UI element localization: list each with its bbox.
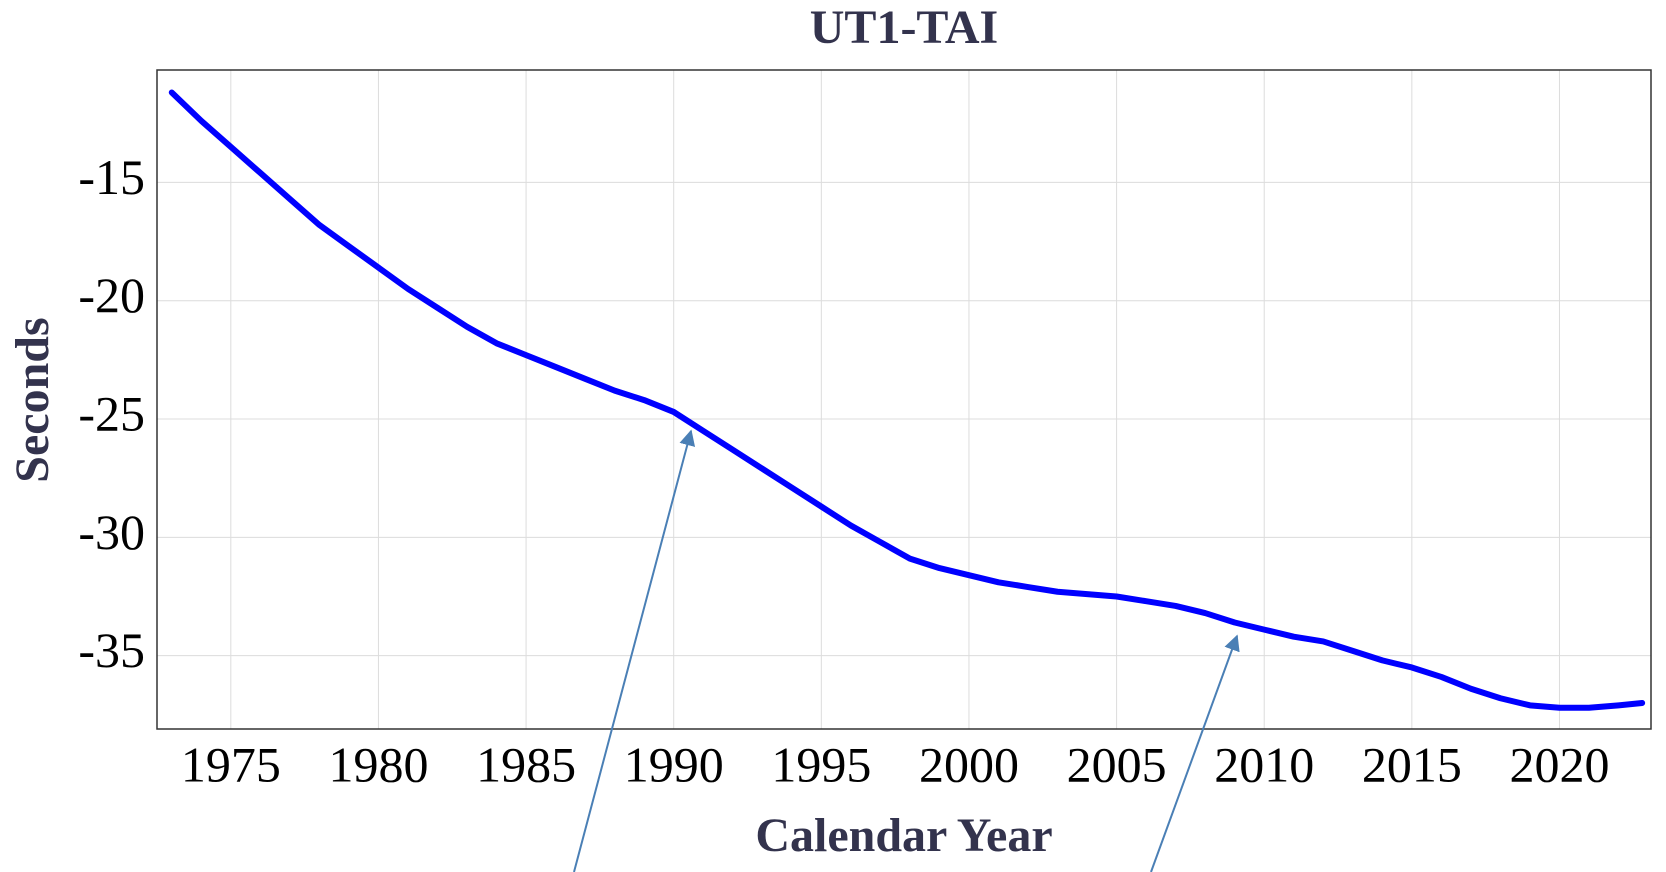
y-tick-label: -15 [78, 149, 145, 205]
y-tick-label: -20 [78, 267, 145, 323]
x-tick-label: 2010 [1214, 736, 1314, 792]
x-tick-label: 1990 [624, 736, 724, 792]
x-tick-label: 2015 [1362, 736, 1462, 792]
x-tick-label: 2005 [1067, 736, 1167, 792]
y-tick-label: -30 [78, 504, 145, 560]
plot-area: 1975 1980 1985 1990 1995 2000 2005 2010 2015 2020… [78, 69, 1652, 792]
annotation-arrow [1150, 634, 1240, 872]
x-tick-label: 2000 [919, 736, 1019, 792]
x-tick-label: 1985 [476, 736, 576, 792]
annotation-arrow [573, 429, 696, 872]
x-axis-label: Calendar Year [755, 809, 1052, 862]
x-tick-label: 1975 [181, 736, 281, 792]
x-tick-label: 1980 [328, 736, 428, 792]
y-axis-label: Seconds [6, 317, 59, 482]
x-tick-label: 2020 [1509, 736, 1609, 792]
y-tick-label: -35 [78, 622, 145, 678]
plot-frame [156, 69, 1652, 730]
data-line [168, 89, 1646, 711]
chart-title: UT1-TAI [810, 1, 998, 54]
x-tick-label: 1995 [771, 736, 871, 792]
y-tick-label: -25 [78, 385, 145, 441]
